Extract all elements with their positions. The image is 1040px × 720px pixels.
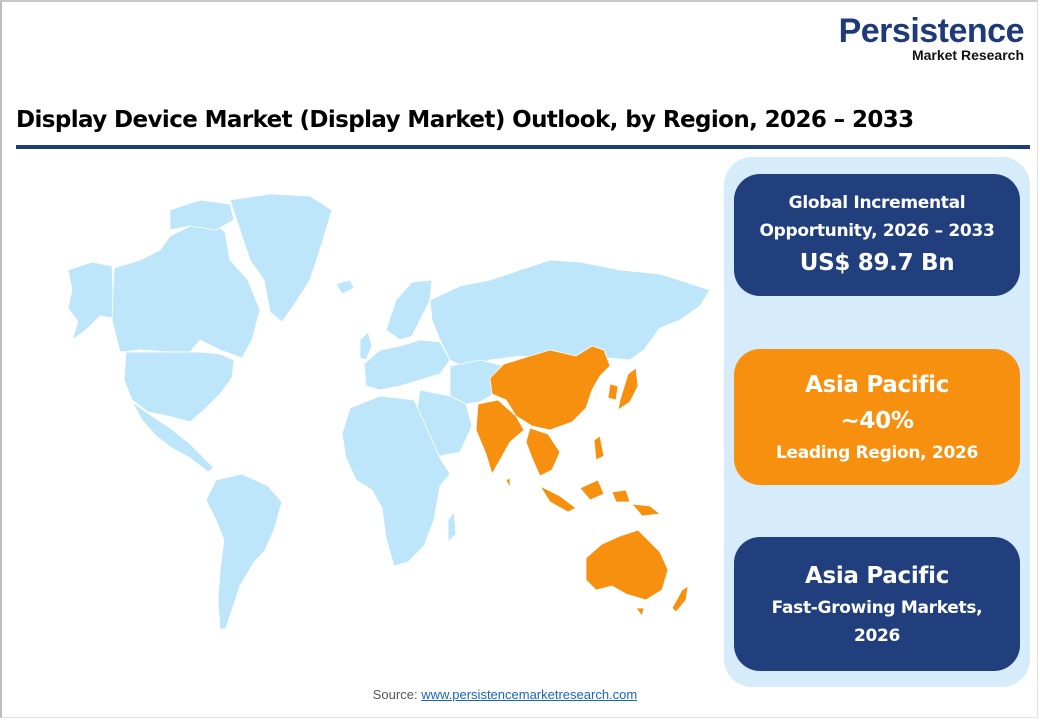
card1-value: US$ 89.7 Bn	[799, 250, 955, 276]
philippines	[593, 435, 605, 461]
arctic-islands	[169, 199, 235, 231]
world-map	[67, 193, 711, 631]
card2-value: ~40%	[840, 408, 914, 434]
card3-caption-line1: Fast-Growing Markets,	[771, 598, 983, 618]
card3-region: Asia Pacific	[804, 563, 950, 589]
logo: Persistence Market Research	[838, 12, 1025, 63]
japan	[617, 367, 639, 411]
logo-tagline: Market Research	[911, 47, 1024, 63]
russia	[429, 259, 711, 369]
scandinavia	[385, 279, 433, 341]
iceland	[335, 279, 355, 295]
card2-region: Asia Pacific	[804, 372, 950, 398]
madagascar	[447, 510, 457, 543]
incremental-opportunity-card: Global Incremental Opportunity, 2026 – 2…	[734, 174, 1020, 296]
source-link[interactable]: www.persistencemarketresearch.com	[421, 687, 638, 702]
australia	[585, 529, 669, 601]
card3-caption-line2: 2026	[853, 626, 901, 646]
uk	[359, 331, 373, 361]
alaska	[67, 261, 115, 342]
canada	[111, 219, 261, 359]
leading-region-card: Asia Pacific ~40% Leading Region, 2026	[734, 349, 1020, 485]
southeast-asia	[525, 427, 561, 477]
africa	[341, 395, 451, 567]
page-title: Display Device Market (Display Market) O…	[16, 107, 914, 133]
logo-name: Persistence	[838, 12, 1025, 50]
korea	[607, 383, 619, 401]
europe	[363, 339, 451, 391]
india	[475, 399, 525, 476]
china	[489, 345, 611, 431]
source-line: Source: www.persistencemarketresearch.co…	[0, 687, 1010, 702]
indonesia	[538, 479, 631, 513]
new-zealand	[671, 585, 689, 613]
card1-line2: Opportunity, 2026 – 2033	[759, 221, 995, 241]
fast-growing-card: Asia Pacific Fast-Growing Markets, 2026	[734, 537, 1020, 671]
papua-new-guinea	[631, 503, 662, 517]
south-america	[205, 473, 283, 631]
card2-caption: Leading Region, 2026	[775, 443, 979, 463]
title-underline	[16, 145, 1030, 149]
source-label: Source:	[372, 687, 418, 702]
usa	[123, 351, 235, 423]
tasmania	[635, 607, 645, 617]
mexico	[131, 401, 215, 473]
greenland	[229, 193, 333, 323]
summary-panel: Global Incremental Opportunity, 2026 – 2…	[724, 157, 1030, 687]
card1-line1: Global Incremental	[788, 193, 966, 213]
sri-lanka	[505, 477, 511, 489]
